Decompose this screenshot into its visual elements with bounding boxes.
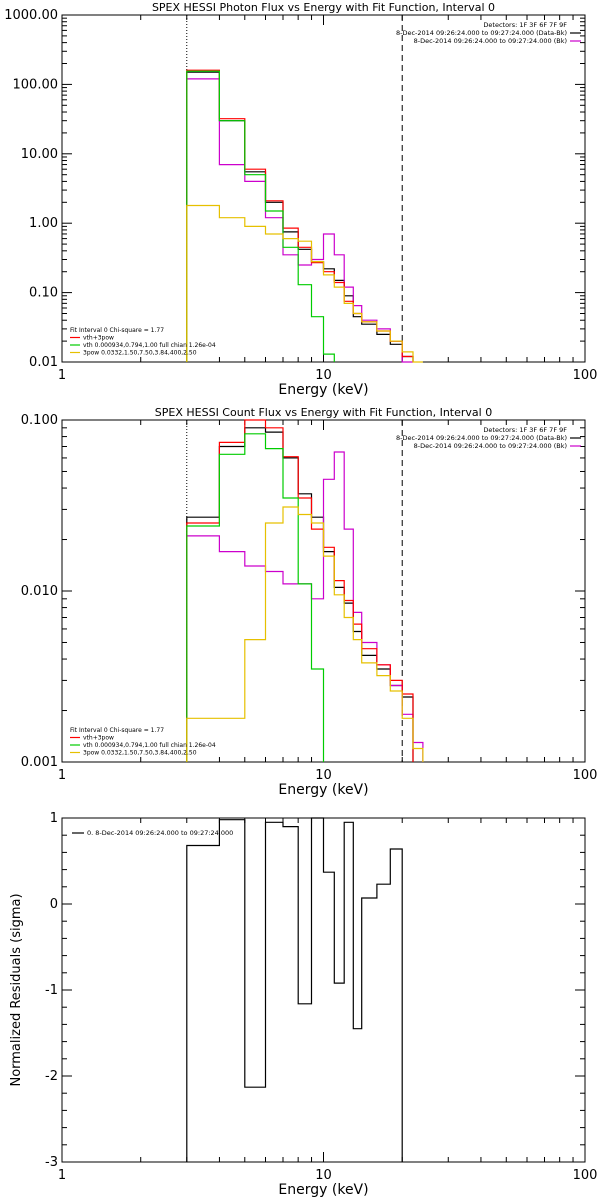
legend-top-entry: 8-Dec-2014 09:26:24.000 to 09:27:24.000 … [396,29,567,37]
x-tick-label: 10 [315,768,332,783]
chart-title: SPEX HESSI Photon Flux vs Energy with Fi… [152,1,495,14]
y-tick-label: 10.00 [21,147,58,162]
legend-bottom-entry: vth 0.000934,0.794,1.00 full chian 1.26e… [83,342,216,349]
panel-1: SPEX HESSI Photon Flux vs Energy with Fi… [4,1,597,398]
plot-frame [61,14,586,363]
y-tick-label: 0.001 [21,755,58,770]
legend-bottom-entry: vth+3pow [83,335,114,342]
legend-top-entry: 0. 8-Dec-2014 09:26:24.000 to 09:27:24.0… [87,829,233,837]
x-tick-label: 100 [573,1168,598,1183]
legend-bottom-entry: 3pow 0.0332,1.50,7.50,3.84,400,2.50 [83,350,197,357]
y-tick-label: 0.100 [21,413,58,428]
series-line-4 [186,70,335,362]
legend-bottom-entry: Fit Interval 0 Chi-square = 1.77 [70,327,164,334]
y-tick-label: 1.00 [29,216,58,231]
y-tick-label: -1 [45,983,58,998]
legend-bottom-entry: vth 0.000934,0.794,1.00 full chian 1.26e… [83,742,216,749]
panel-2: SPEX HESSI Count Flux vs Energy with Fit… [21,406,598,798]
series-line-2 [186,78,413,363]
x-tick-label: 10 [315,368,332,383]
legend-bottom-entry: vth+3pow [83,735,114,742]
y-axis-label: Normalized Residuals (sigma) [9,893,24,1086]
y-tick-label: 0.01 [29,355,58,370]
y-tick-label: 0.10 [29,286,58,301]
series-line-1 [186,427,414,762]
x-tick-label: 1 [58,768,66,783]
legend-top-entry: Detectors: 1F 3F 6F 7F 9F [483,426,567,434]
y-tick-label: -3 [45,1155,58,1170]
series-line-1 [186,71,414,362]
y-tick-label: 0 [50,897,58,912]
series-line-2 [186,451,424,762]
legend-bottom-entry: 3pow 0.0332,1.50,7.50,3.84,400,2.50 [83,750,197,757]
series-line-3 [186,419,414,762]
series-line-1 [186,817,403,1162]
legend-top-entry: Detectors: 1F 3F 6F 7F 9F [483,21,567,29]
x-tick-label: 100 [573,368,598,383]
x-tick-label: 100 [573,768,598,783]
y-tick-label: 1000.00 [4,8,58,23]
legend-top-entry: 8-Dec-2014 09:26:24.000 to 09:27:24.000 … [414,37,567,45]
x-axis-label: Energy (keV) [278,382,368,398]
x-tick-label: 1 [58,1168,66,1183]
y-tick-label: 1 [50,811,58,826]
chart-title: SPEX HESSI Count Flux vs Energy with Fit… [155,406,492,419]
x-tick-label: 10 [315,1168,332,1183]
legend-top-entry: 8-Dec-2014 09:26:24.000 to 09:27:24.000 … [396,434,567,442]
series-line-5 [186,204,423,363]
y-tick-label: -2 [45,1069,58,1084]
x-axis-label: Energy (keV) [278,782,368,798]
legend-bottom-entry: Fit Interval 0 Chi-square = 1.77 [70,727,164,734]
series-line-5 [186,506,424,762]
legend-top-entry: 8-Dec-2014 09:26:24.000 to 09:27:24.000 … [414,442,567,450]
y-tick-label: 100.00 [13,77,59,92]
panel-3: 1 10 100 -3 -2 -1 0 1 Energy (keV) Normalized Res… [9,811,597,1198]
y-tick-label: 0.010 [21,584,58,599]
series-line-4 [186,433,325,762]
x-axis-label: Energy (keV) [278,1182,368,1198]
series-line-3 [186,69,414,362]
x-tick-label: 1 [58,368,66,383]
